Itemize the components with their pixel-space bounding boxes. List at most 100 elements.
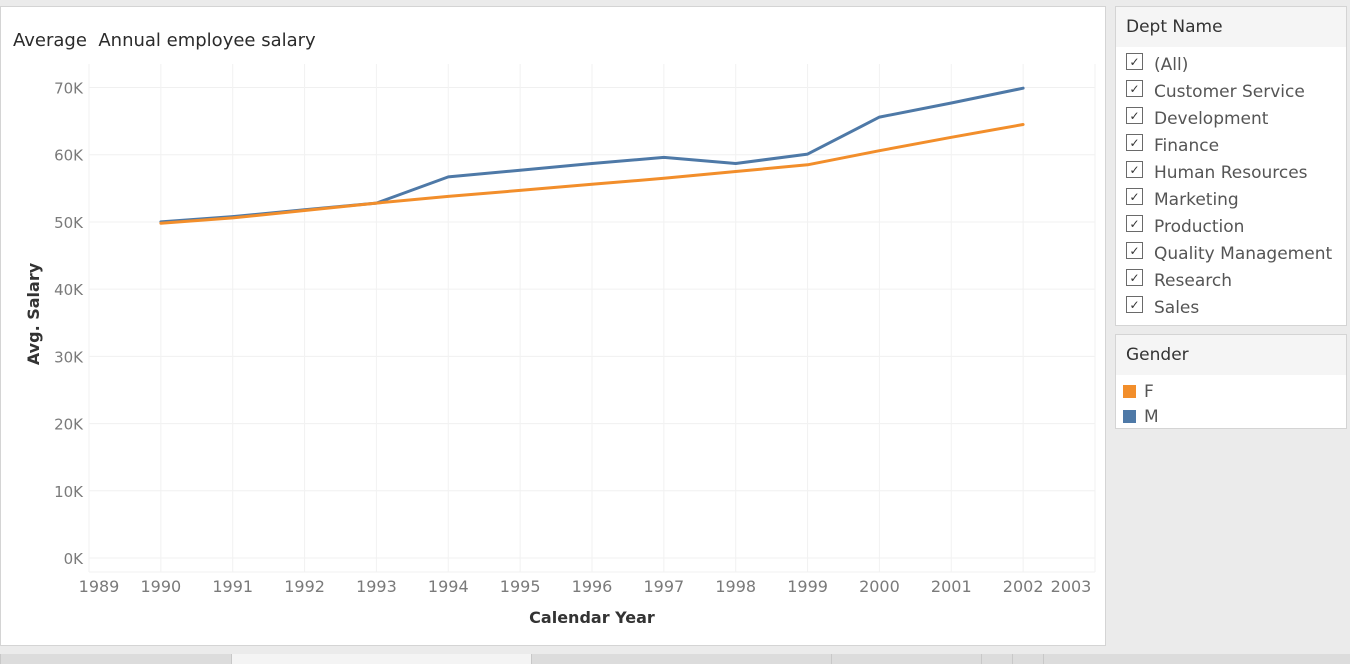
x-tick-label: 1990 (140, 577, 181, 596)
data-point-F-1997[interactable] (662, 177, 665, 180)
data-point-F-2002[interactable] (1022, 123, 1025, 126)
y-tick-label: 30K (54, 348, 84, 366)
y-tick-label: 50K (54, 214, 84, 232)
dept-filter-item[interactable]: ✓ Human Resources (1126, 159, 1346, 186)
data-point-M-1994[interactable] (447, 175, 450, 178)
data-point-F-1994[interactable] (447, 195, 450, 198)
gender-legend-title: Gender (1116, 335, 1346, 375)
data-point-F-1992[interactable] (303, 209, 306, 212)
checkbox[interactable]: ✓ (1126, 242, 1143, 259)
dept-filter-label: Finance (1154, 135, 1220, 156)
x-tick-label: 1996 (572, 577, 613, 596)
dept-filter-label: Sales (1154, 297, 1200, 318)
line-chart[interactable]: 0K 10K 20K 30K 40K 50K 60K 70K 1989 1990 1991 1992 1… (1, 7, 1107, 647)
checkbox[interactable]: ✓ (1126, 53, 1143, 70)
legend-item[interactable]: M (1123, 404, 1346, 429)
dept-filter-item[interactable]: ✓ Production (1126, 213, 1346, 240)
data-point-M-2000[interactable] (878, 116, 881, 119)
data-point-F-1993[interactable] (375, 202, 378, 205)
y-tick-label: 70K (54, 80, 84, 98)
x-tick-label: 1989 (79, 577, 120, 596)
legend-item[interactable]: F (1123, 379, 1346, 404)
data-point-M-1995[interactable] (519, 169, 522, 172)
sheet-tab[interactable] (531, 654, 831, 664)
dept-filter-label: (All) (1154, 54, 1189, 75)
dept-name-filter: Dept Name ✓ (All) ✓ Customer Service ✓ Develo… (1115, 6, 1347, 326)
data-point-F-1991[interactable] (231, 216, 234, 219)
dept-filter-list: ✓ (All) ✓ Customer Service ✓ Development ✓ Fina… (1116, 47, 1346, 321)
worksheet: Average Annual employee salary 0K 10K 20K 3… (0, 6, 1106, 646)
data-point-F-2001[interactable] (950, 136, 953, 139)
dept-filter-label: Research (1154, 270, 1232, 291)
sheet-tab-active[interactable] (231, 654, 531, 664)
x-tick-label: 2000 (859, 577, 900, 596)
chart-title: Average Annual employee salary (13, 30, 316, 51)
data-point-F-1998[interactable] (734, 170, 737, 173)
dept-filter-item[interactable]: ✓ Sales (1126, 294, 1346, 321)
sheet-tab-bar (0, 654, 1350, 664)
legend-label: M (1144, 406, 1159, 427)
sheet-tab[interactable] (1012, 654, 1043, 664)
data-point-F-1995[interactable] (519, 189, 522, 192)
dept-filter-item[interactable]: ✓ Finance (1126, 132, 1346, 159)
data-point-F-1996[interactable] (591, 183, 594, 186)
dept-filter-label: Human Resources (1154, 162, 1308, 183)
y-tick-label: 40K (54, 281, 84, 299)
x-axis-title: Calendar Year (529, 608, 655, 627)
legend-swatch (1123, 410, 1136, 423)
dept-filter-label: Customer Service (1154, 81, 1305, 102)
checkbox[interactable]: ✓ (1126, 188, 1143, 205)
y-tick-label: 60K (54, 147, 84, 165)
dept-filter-label: Marketing (1154, 189, 1239, 210)
x-tick-label: 1999 (787, 577, 828, 596)
dept-filter-title: Dept Name (1116, 7, 1346, 47)
data-point-F-1990[interactable] (159, 222, 162, 225)
checkbox[interactable]: ✓ (1126, 80, 1143, 97)
legend-swatch (1123, 385, 1136, 398)
checkbox[interactable]: ✓ (1126, 161, 1143, 178)
dept-filter-label: Quality Management (1154, 243, 1333, 264)
dept-filter-item[interactable]: ✓ (All) (1126, 51, 1346, 78)
x-tick-label: 2003 (1051, 577, 1092, 596)
data-point-M-1998[interactable] (734, 162, 737, 165)
x-tick-label: 1995 (500, 577, 541, 596)
dept-filter-item[interactable]: ✓ Marketing (1126, 186, 1346, 213)
x-tick-label: 1998 (715, 577, 756, 596)
data-point-M-2001[interactable] (950, 101, 953, 104)
y-tick-label: 10K (54, 483, 84, 501)
dept-filter-item[interactable]: ✓ Research (1126, 267, 1346, 294)
y-tick-label: 20K (54, 416, 84, 434)
checkbox[interactable]: ✓ (1126, 107, 1143, 124)
data-point-M-2002[interactable] (1022, 87, 1025, 90)
sheet-tab[interactable] (831, 654, 981, 664)
x-tick-label: 2002 (1003, 577, 1044, 596)
x-tick-label: 2001 (931, 577, 972, 596)
checkbox[interactable]: ✓ (1126, 296, 1143, 313)
dept-filter-item[interactable]: ✓ Quality Management (1126, 240, 1346, 267)
dept-filter-item[interactable]: ✓ Development (1126, 105, 1346, 132)
dept-filter-label: Development (1154, 108, 1269, 129)
y-tick-label: 0K (64, 550, 85, 568)
x-tick-label: 1993 (356, 577, 397, 596)
sheet-tab[interactable] (0, 654, 231, 664)
x-tick-label: 1992 (284, 577, 325, 596)
data-point-F-2000[interactable] (878, 149, 881, 152)
x-tick-label: 1991 (212, 577, 253, 596)
checkbox[interactable]: ✓ (1126, 269, 1143, 286)
data-point-F-1999[interactable] (806, 163, 809, 166)
data-point-M-1996[interactable] (591, 162, 594, 165)
data-point-M-1997[interactable] (662, 156, 665, 159)
x-tick-label: 1997 (643, 577, 684, 596)
checkbox[interactable]: ✓ (1126, 134, 1143, 151)
dept-filter-label: Production (1154, 216, 1245, 237)
dept-filter-item[interactable]: ✓ Customer Service (1126, 78, 1346, 105)
checkbox[interactable]: ✓ (1126, 215, 1143, 232)
data-point-M-1999[interactable] (806, 153, 809, 156)
series-line-F[interactable] (159, 123, 1025, 225)
sheet-tab[interactable] (1043, 654, 1074, 664)
sheet-tab[interactable] (981, 654, 1012, 664)
x-tick-label: 1994 (428, 577, 469, 596)
y-axis-title: Avg. Salary (24, 262, 43, 365)
